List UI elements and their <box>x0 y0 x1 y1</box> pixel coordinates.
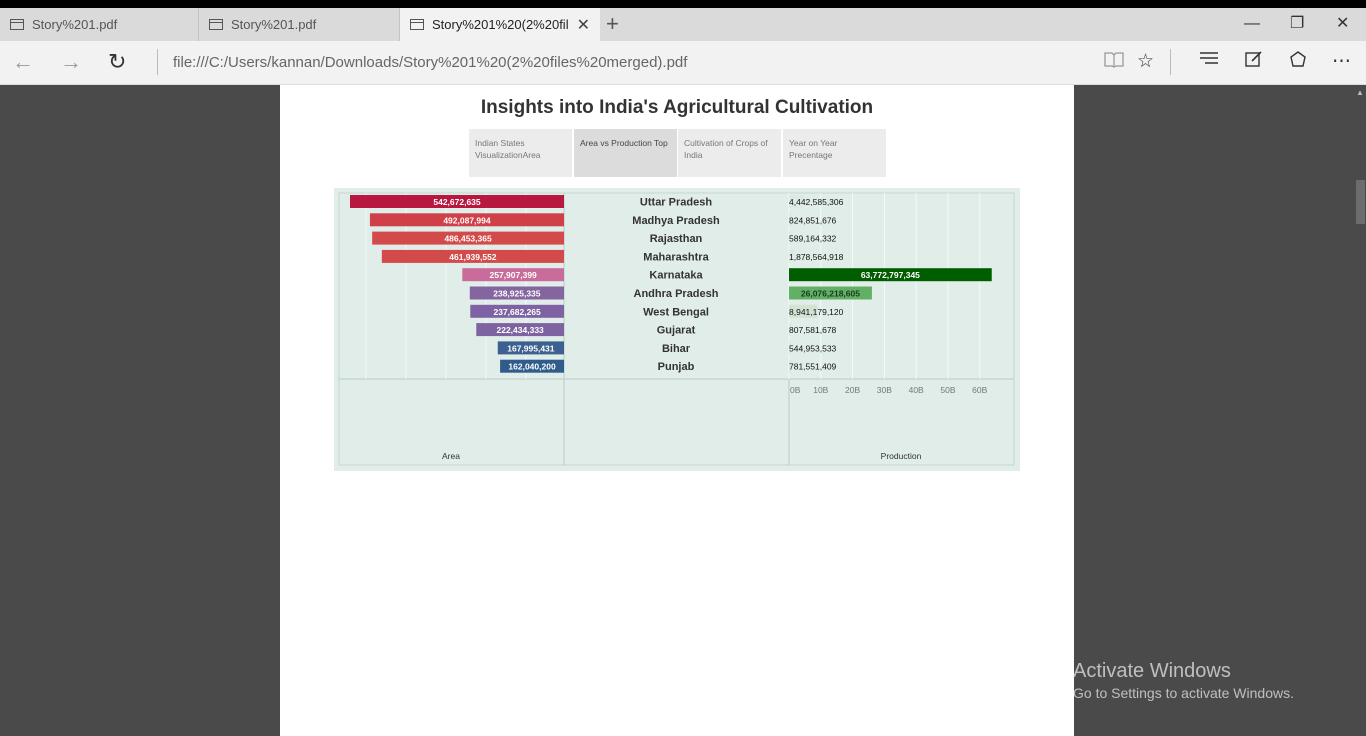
hub-icon[interactable] <box>1199 50 1219 74</box>
production-tick-label: 40B <box>909 385 924 395</box>
state-label: Madhya Pradesh <box>632 215 720 227</box>
share-icon[interactable] <box>1288 50 1308 75</box>
tab-title: Story%201%20(2%20files <box>432 17 568 32</box>
window-top-strip <box>0 0 1366 8</box>
activate-windows-subtitle: Go to Settings to activate Windows. <box>1073 685 1294 701</box>
web-note-icon[interactable] <box>1245 50 1263 75</box>
production-data-label: 544,953,533 <box>789 343 837 353</box>
browser-tab-2[interactable]: Story%201.pdf <box>199 8 400 41</box>
area-data-label: 461,939,552 <box>449 252 497 262</box>
browser-tab-bar: Story%201.pdf Story%201.pdf Story%201%20… <box>0 8 1366 41</box>
close-tab-icon[interactable]: ✕ <box>577 15 590 35</box>
production-tick-label: 20B <box>845 385 860 395</box>
area-data-label: 542,672,635 <box>433 197 481 207</box>
area-data-label: 238,925,335 <box>493 289 541 299</box>
address-toolbar: ← → ↻ file:///C:/Users/kannan/Downloads/… <box>0 41 1366 85</box>
production-data-label: 1,878,564,918 <box>789 252 844 262</box>
new-tab-plus-icon[interactable]: + <box>606 12 619 36</box>
favorite-star-icon[interactable]: ☆ <box>1137 50 1154 74</box>
forward-icon[interactable]: → <box>60 50 82 74</box>
production-tick-label: 10B <box>813 385 828 395</box>
pdf-tab-icon <box>410 19 424 30</box>
minimize-icon[interactable]: — <box>1244 14 1260 34</box>
production-tick-label: 30B <box>877 385 892 395</box>
url-field[interactable]: file:///C:/Users/kannan/Downloads/Story%… <box>173 54 687 71</box>
refresh-icon[interactable]: ↻ <box>108 50 126 74</box>
scroll-up-icon[interactable]: ▲ <box>1356 88 1364 97</box>
story-tab-crops-cultivation[interactable]: Cultivation of Crops of India <box>678 129 781 177</box>
production-axis-title: Production <box>881 451 922 461</box>
chart-svg: 0B 10B 20B 30B 40B 50B 60B 542,672,635 Uttar Pra… <box>334 188 1020 471</box>
area-data-label: 222,434,333 <box>497 325 545 335</box>
production-data-label: 589,164,332 <box>789 234 837 244</box>
area-vs-production-chart: 0B 10B 20B 30B 40B 50B 60B 542,672,635 Uttar Pra… <box>334 188 1020 471</box>
close-window-icon[interactable]: ✕ <box>1336 14 1349 34</box>
state-label: Karnataka <box>649 270 703 282</box>
tab-title: Story%201.pdf <box>32 17 117 32</box>
back-icon[interactable]: ← <box>12 50 34 74</box>
area-data-label: 492,087,994 <box>443 215 491 225</box>
story-tab-area-vs-production[interactable]: Area vs Production Top <box>574 129 677 177</box>
state-label: Bihar <box>662 343 691 355</box>
area-data-label: 486,453,365 <box>444 234 492 244</box>
area-axis-title: Area <box>442 451 460 461</box>
pdf-tab-icon <box>209 19 223 30</box>
browser-tab-1[interactable]: Story%201.pdf <box>0 8 199 41</box>
story-tab-states-visualization[interactable]: Indian States VisualizationArea <box>469 129 572 177</box>
state-label: Andhra Pradesh <box>634 288 719 300</box>
production-data-label: 8,941,179,120 <box>789 307 844 317</box>
production-data-label: 63,772,797,345 <box>861 270 920 280</box>
area-data-label: 167,995,431 <box>507 343 555 353</box>
production-data-label: 26,076,218,605 <box>801 289 860 299</box>
reading-view-icon[interactable] <box>1104 50 1124 75</box>
production-tick-label: 60B <box>972 385 987 395</box>
story-tab-year-on-year[interactable]: Year on Year Precentage <box>783 129 886 177</box>
production-tick-label: 0B <box>790 385 801 395</box>
state-label: West Bengal <box>643 306 709 318</box>
state-label: Maharashtra <box>643 251 709 263</box>
state-label: Rajasthan <box>650 233 703 245</box>
area-data-label: 162,040,200 <box>508 362 556 372</box>
area-data-label: 237,682,265 <box>493 307 541 317</box>
browser-tab-3-active[interactable]: Story%201%20(2%20files ✕ <box>400 8 600 41</box>
scrollbar-thumb[interactable] <box>1356 180 1365 224</box>
production-data-label: 781,551,409 <box>789 362 837 372</box>
tab-title: Story%201.pdf <box>231 17 316 32</box>
pdf-tab-icon <box>10 19 24 30</box>
state-label: Uttar Pradesh <box>640 197 712 209</box>
toolbar-divider <box>1170 49 1171 75</box>
production-tick-label: 50B <box>940 385 955 395</box>
toolbar-divider <box>157 49 158 75</box>
area-data-label: 257,907,399 <box>490 270 538 280</box>
more-icon[interactable]: ⋯ <box>1332 50 1351 74</box>
restore-window-icon[interactable]: ❐ <box>1290 14 1304 34</box>
production-data-label: 807,581,678 <box>789 325 837 335</box>
state-label: Punjab <box>658 361 695 373</box>
production-data-label: 824,851,676 <box>789 215 837 225</box>
activate-windows-title: Activate Windows <box>1073 660 1231 683</box>
dashboard-title: Insights into India's Agricultural Culti… <box>280 97 1074 119</box>
state-label: Gujarat <box>657 325 696 337</box>
production-data-label: 4,442,585,306 <box>789 197 844 207</box>
